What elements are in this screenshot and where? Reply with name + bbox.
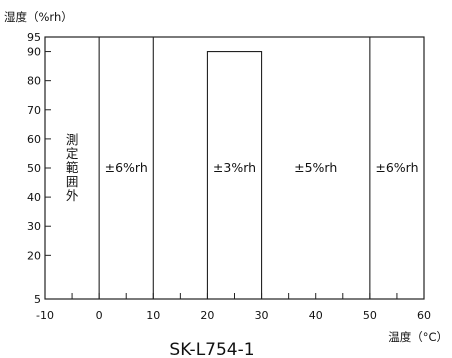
x-tick-label: -10 — [36, 309, 54, 322]
y-axis-label: 湿度（%rh） — [4, 10, 73, 24]
y-tick-label: 90 — [27, 46, 41, 59]
y-tick-label: 30 — [27, 220, 41, 233]
x-tick-label: 10 — [146, 309, 160, 322]
tick-labels: 5 20 30 40 50 60 70 80 90 95 -10 0 10 20 30 40 50 60 — [27, 31, 431, 322]
axis-ticks — [45, 51, 398, 299]
zone-lines — [98, 37, 371, 299]
y-tick-label: 50 — [27, 162, 41, 175]
x-tick-label: 20 — [200, 309, 214, 322]
zone-label: 測定範囲外 — [66, 132, 79, 203]
y-tick-label: 95 — [27, 31, 41, 44]
plot-frame — [44, 36, 425, 300]
y-tick-label: 80 — [27, 75, 41, 88]
x-tick-label: 30 — [255, 309, 269, 322]
zone-label: ±3%rh — [213, 160, 256, 175]
x-tick-label: 0 — [96, 309, 103, 322]
y-tick-label: 20 — [27, 249, 41, 262]
zone-labels: 測定範囲外 ±6%rh ±3%rh ±5%rh ±6%rh — [66, 132, 419, 203]
y-tick-label: 60 — [27, 133, 41, 146]
high-accuracy-box — [206, 51, 263, 299]
zone-label: ±6%rh — [105, 160, 148, 175]
zone-label: ±5%rh — [294, 160, 337, 175]
x-tick-label: 50 — [363, 309, 377, 322]
y-tick-label: 5 — [34, 293, 41, 306]
y-tick-label: 40 — [27, 191, 41, 204]
x-axis-label: 温度（°C） — [388, 330, 448, 344]
zone-label: ±6%rh — [375, 160, 418, 175]
y-tick-label: 70 — [27, 104, 41, 117]
x-tick-label: 60 — [417, 309, 431, 322]
x-tick-label: 40 — [309, 309, 323, 322]
model-caption: SK-L754-1 — [169, 340, 254, 358]
